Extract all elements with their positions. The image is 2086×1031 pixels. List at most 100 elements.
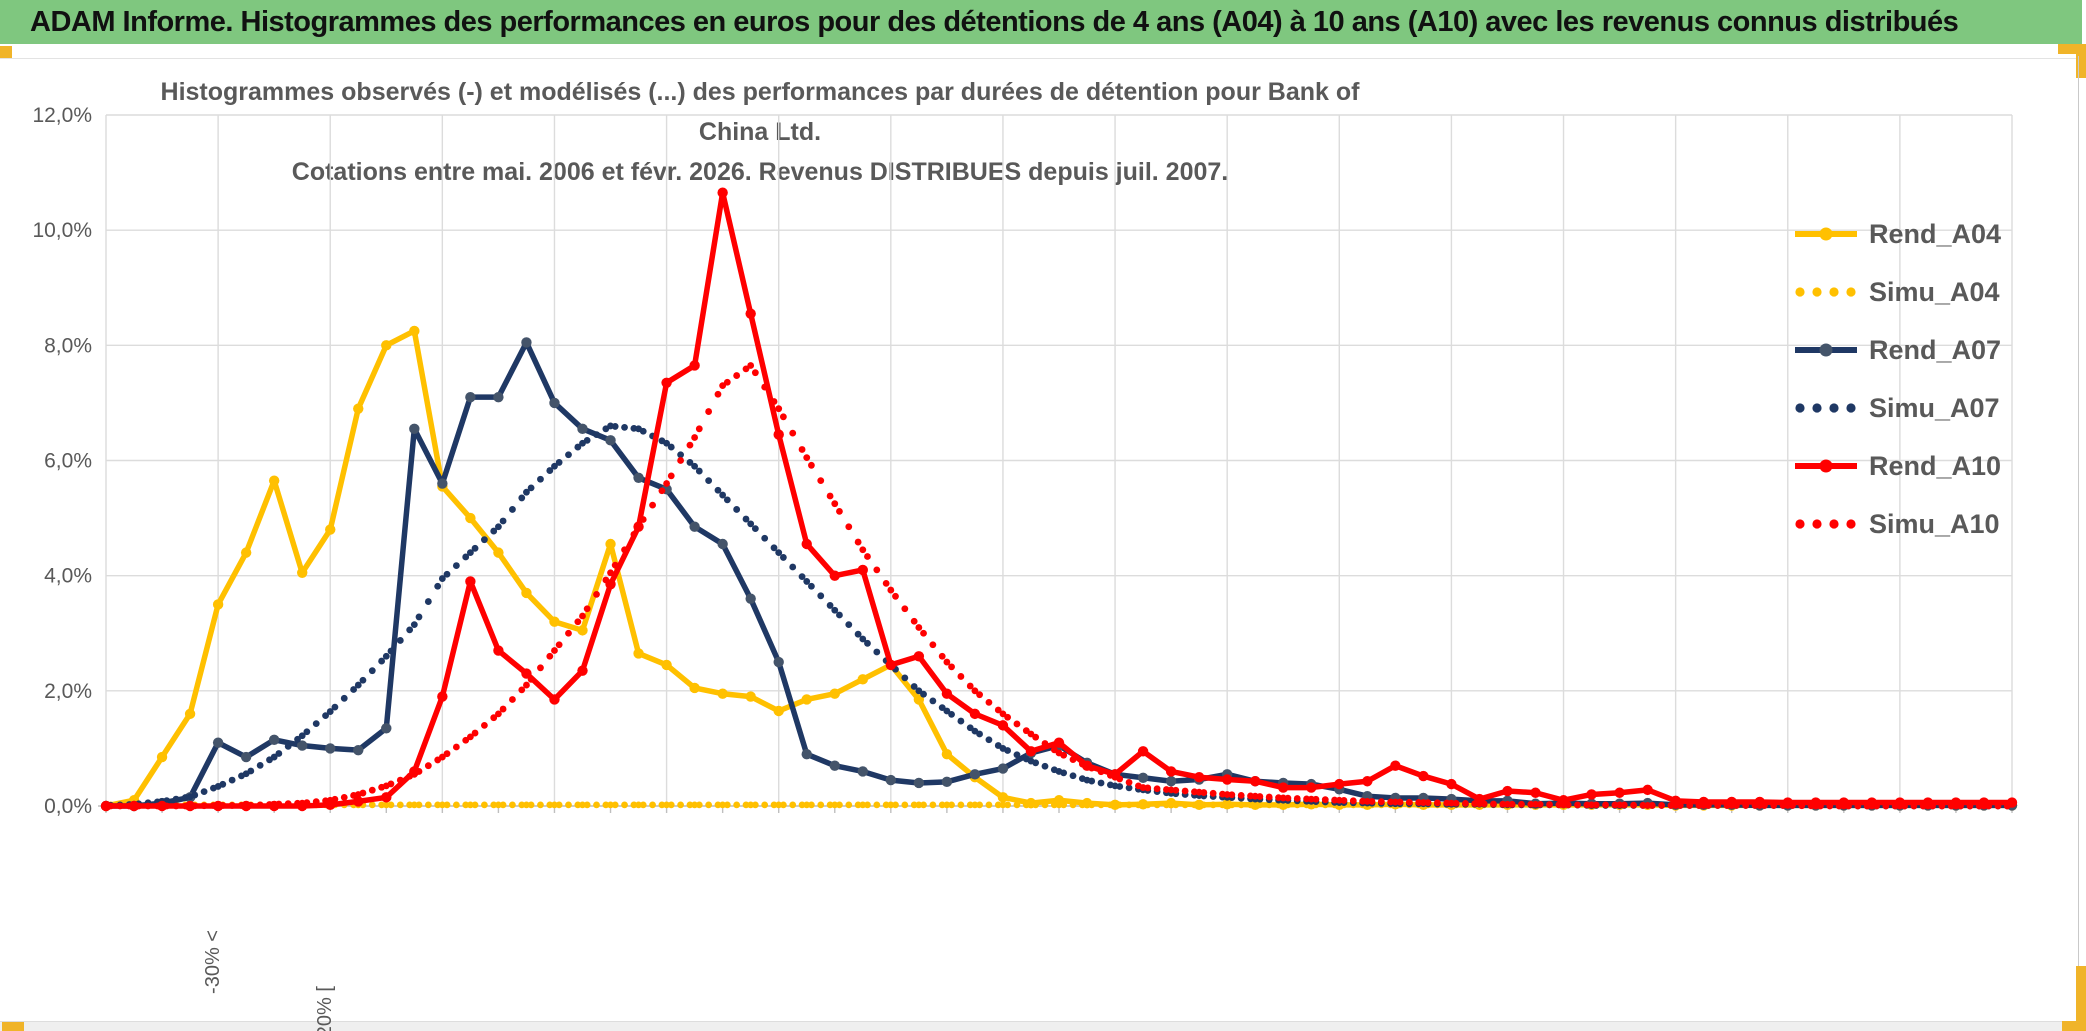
series-dot-Simu_A04[interactable] [873, 801, 881, 809]
series-dot-Simu_A10[interactable] [1433, 799, 1441, 807]
series-dot-Simu_A07[interactable] [434, 582, 442, 590]
series-dot-Simu_A10[interactable] [1985, 802, 1993, 810]
series-marker-Rend_A04[interactable] [605, 538, 616, 550]
series-dot-Simu_A07[interactable] [172, 795, 180, 803]
series-dot-Simu_A04[interactable] [985, 801, 993, 809]
series-dot-Simu_A10[interactable] [836, 507, 843, 515]
series-dot-Simu_A07[interactable] [714, 486, 722, 494]
series-dot-Simu_A04[interactable] [639, 801, 647, 809]
series-dot-Simu_A07[interactable] [789, 563, 797, 571]
series-dot-Simu_A07[interactable] [691, 462, 699, 470]
series-dot-Simu_A10[interactable] [107, 802, 115, 810]
series-dot-Simu_A04[interactable] [443, 801, 451, 809]
series-dot-Simu_A10[interactable] [1742, 802, 1750, 809]
series-dot-Simu_A04[interactable] [1004, 801, 1012, 809]
series-dot-Simu_A04[interactable] [382, 801, 390, 809]
series-dot-Simu_A07[interactable] [294, 735, 301, 743]
series-dot-Simu_A07[interactable] [200, 788, 208, 796]
series-dot-Simu_A10[interactable] [649, 501, 656, 509]
series-dot-Simu_A10[interactable] [499, 705, 507, 713]
series-dot-Simu_A10[interactable] [621, 546, 628, 554]
series-dot-Simu_A10[interactable] [200, 802, 208, 810]
series-marker-Rend_A07[interactable] [268, 734, 280, 745]
series-dot-Simu_A04[interactable] [1041, 801, 1049, 809]
series-dot-Simu_A10[interactable] [1676, 802, 1684, 809]
series-dot-Simu_A07[interactable] [1125, 784, 1133, 792]
series-dot-Simu_A10[interactable] [1947, 802, 1955, 810]
series-dot-Simu_A04[interactable] [667, 801, 675, 809]
series-dot-Simu_A04[interactable] [751, 801, 759, 809]
series-dot-Simu_A04[interactable] [1050, 801, 1058, 809]
series-marker-Rend_A07[interactable] [212, 737, 224, 748]
series-dot-Simu_A04[interactable] [1275, 801, 1282, 809]
series-dot-Simu_A07[interactable] [354, 681, 362, 689]
series-dot-Simu_A07[interactable] [410, 621, 418, 629]
series-marker-Rend_A10[interactable] [493, 645, 504, 656]
series-marker-Rend_A04[interactable] [829, 688, 840, 699]
series-dot-Simu_A10[interactable] [546, 652, 554, 660]
series-dot-Simu_A04[interactable] [845, 801, 853, 809]
series-dot-Simu_A07[interactable] [270, 753, 278, 761]
series-dot-Simu_A07[interactable] [382, 652, 390, 660]
series-dot-Simu_A10[interactable] [579, 612, 586, 620]
series-dot-Simu_A10[interactable] [495, 710, 502, 718]
series-dot-Simu_A04[interactable] [719, 801, 727, 809]
series-dot-Simu_A10[interactable] [1055, 749, 1063, 757]
series-dot-Simu_A10[interactable] [312, 798, 320, 806]
series-marker-Rend_A10[interactable] [1446, 778, 1457, 790]
series-dot-Simu_A10[interactable] [920, 629, 927, 637]
series-marker-Rend_A07[interactable] [689, 521, 700, 532]
series-dot-Simu_A04[interactable] [1125, 801, 1133, 809]
series-dot-Simu_A04[interactable] [770, 801, 778, 809]
series-dot-Simu_A07[interactable] [798, 573, 806, 581]
series-marker-Rend_A04[interactable] [297, 567, 308, 578]
series-dot-Simu_A07[interactable] [723, 496, 731, 504]
series-dot-Simu_A07[interactable] [803, 578, 811, 585]
series-dot-Simu_A10[interactable] [1293, 795, 1301, 802]
series-dot-Simu_A10[interactable] [1279, 794, 1287, 802]
series-dot-Simu_A10[interactable] [219, 802, 227, 809]
series-dot-Simu_A10[interactable] [284, 800, 292, 808]
series-dot-Simu_A04[interactable] [798, 801, 806, 809]
series-dot-Simu_A07[interactable] [378, 657, 386, 665]
series-dot-Simu_A04[interactable] [466, 801, 474, 809]
series-dot-Simu_A10[interactable] [1658, 802, 1666, 809]
series-marker-Rend_A10[interactable] [689, 360, 700, 371]
series-dot-Simu_A10[interactable] [1004, 713, 1012, 721]
series-dot-Simu_A07[interactable] [462, 553, 470, 561]
series-dot-Simu_A10[interactable] [1363, 797, 1371, 805]
series-marker-Rend_A10[interactable] [1586, 789, 1597, 800]
series-dot-Simu_A04[interactable] [462, 801, 470, 809]
series-dot-Simu_A07[interactable] [1041, 762, 1049, 770]
series-marker-Rend_A07[interactable] [633, 472, 644, 483]
series-marker-Rend_A10[interactable] [941, 688, 953, 699]
series-dot-Simu_A10[interactable] [527, 675, 535, 683]
series-dot-Simu_A07[interactable] [228, 776, 236, 784]
series-dot-Simu_A04[interactable] [518, 801, 526, 809]
series-dot-Simu_A07[interactable] [284, 743, 292, 750]
series-dot-Simu_A07[interactable] [443, 570, 451, 578]
series-dot-Simu_A07[interactable] [864, 639, 871, 647]
series-dot-Simu_A04[interactable] [551, 801, 558, 809]
series-dot-Simu_A07[interactable] [1069, 772, 1077, 780]
series-dot-Simu_A10[interactable] [1938, 802, 1946, 810]
series-dot-Simu_A10[interactable] [1592, 801, 1600, 809]
series-dot-Simu_A07[interactable] [368, 667, 376, 675]
series-dot-Simu_A10[interactable] [214, 802, 222, 809]
series-dot-Simu_A04[interactable] [1256, 801, 1264, 809]
series-marker-Rend_A07[interactable] [465, 391, 476, 403]
series-dot-Simu_A04[interactable] [1265, 801, 1273, 809]
series-dot-Simu_A07[interactable] [340, 694, 348, 702]
series-marker-Rend_A10[interactable] [1502, 785, 1513, 797]
series-dot-Simu_A10[interactable] [565, 629, 572, 637]
series-dot-Simu_A04[interactable] [1088, 801, 1096, 809]
series-dot-Simu_A10[interactable] [1583, 801, 1591, 809]
series-dot-Simu_A07[interactable] [677, 451, 685, 459]
series-dot-Simu_A10[interactable] [1770, 802, 1778, 809]
series-dot-Simu_A07[interactable] [915, 687, 923, 695]
series-dot-Simu_A10[interactable] [1602, 801, 1609, 809]
series-dot-Simu_A04[interactable] [817, 801, 825, 809]
series-dot-Simu_A10[interactable] [1882, 802, 1890, 810]
series-dot-Simu_A10[interactable] [443, 750, 451, 758]
series-dot-Simu_A10[interactable] [686, 441, 694, 449]
